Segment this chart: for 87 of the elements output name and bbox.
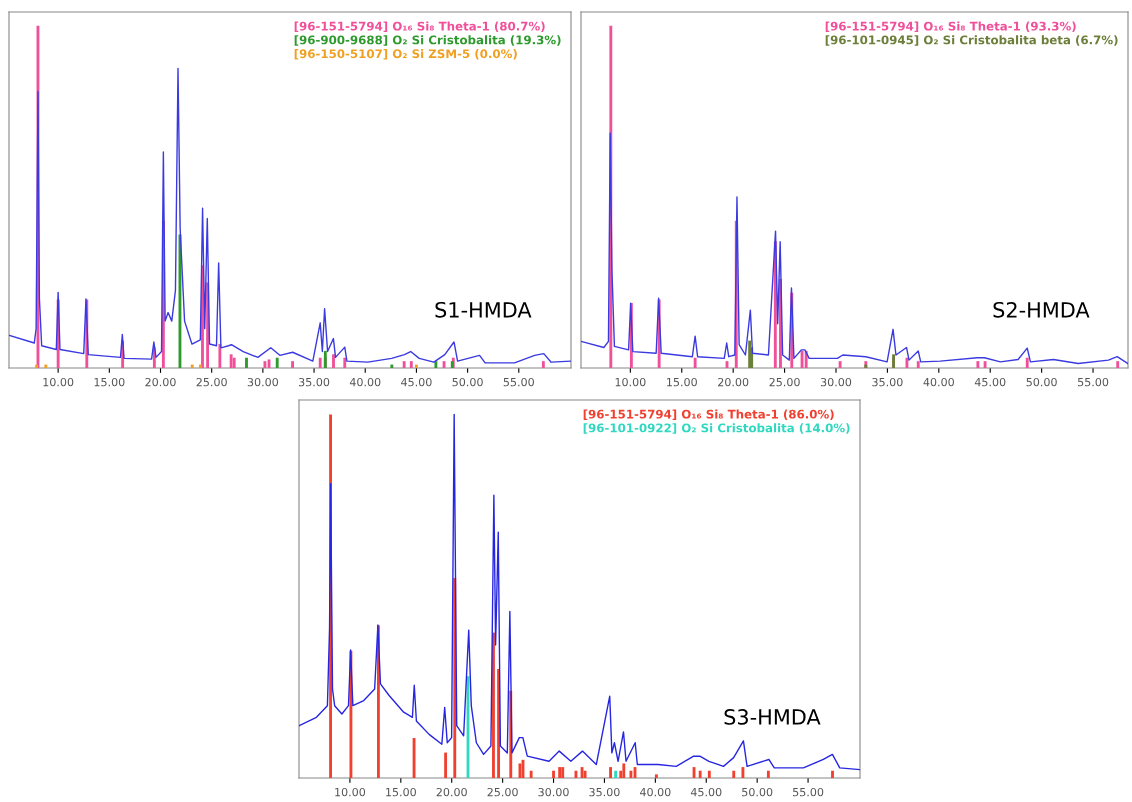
x-tick-label: 55.00 [793, 787, 824, 797]
bar [390, 364, 394, 368]
bar [976, 361, 980, 368]
bar [1025, 357, 1029, 368]
text: [96-151-5794] O₁₆ Si₈ Theta-1 (93.3%) [825, 21, 1076, 32]
x-tick-label: 40.00 [923, 377, 954, 387]
bar [229, 354, 233, 368]
bar [558, 767, 562, 778]
bar [409, 361, 413, 368]
bar [614, 770, 618, 778]
bar [198, 364, 202, 368]
bar [732, 770, 736, 778]
text: [96-900-9688] O₂ Si Cristobalita (19.3%) [294, 35, 561, 46]
x-tick-label: 20.00 [145, 377, 176, 387]
x-tick-label: 30.00 [247, 377, 279, 387]
bar [492, 632, 495, 778]
bar [766, 770, 770, 778]
bar [741, 767, 745, 778]
annotation: S1-HMDA [435, 301, 532, 318]
x-tick-label: 45.00 [974, 377, 1006, 387]
bar [529, 770, 533, 778]
bar [263, 361, 267, 368]
bar [232, 357, 236, 368]
bar [444, 752, 448, 778]
annotation: S2-HMDA [993, 301, 1090, 318]
bar [318, 357, 322, 368]
bar [414, 364, 418, 368]
x-tick-label: 50.00 [452, 377, 483, 387]
x-tick-label: 15.00 [94, 377, 125, 387]
text: [96-101-0945] O₂ Si Cristobalita beta (6.7%) [825, 35, 1118, 46]
bar [552, 770, 555, 778]
bar [343, 357, 347, 368]
bar [541, 361, 545, 368]
bar [450, 361, 454, 368]
bar [707, 770, 711, 778]
bar [629, 770, 633, 778]
bar [983, 361, 987, 368]
bar [831, 770, 834, 778]
x-tick-label: 25.00 [196, 377, 227, 387]
x-tick-label: 10.00 [335, 787, 366, 797]
x-tick-label: 20.00 [436, 787, 467, 797]
bar [905, 357, 909, 368]
bar [800, 350, 804, 368]
text: [96-101-0922] O₂ Si Cristobalita (14.0%) [583, 423, 850, 434]
bar [323, 350, 327, 368]
bar [838, 361, 842, 368]
text: [96-150-5107] O₂ Si ZSM-5 (0.0%) [294, 49, 517, 60]
text: [96-151-5794] O₁₆ Si₈ Theta-1 (80.7%) [294, 21, 545, 32]
bar [402, 361, 406, 368]
bar [916, 361, 920, 368]
x-tick-label: 30.00 [820, 377, 852, 387]
x-tick-label: 10.00 [43, 377, 74, 387]
bar [622, 763, 626, 778]
x-tick-label: 40.00 [349, 377, 381, 387]
bar [332, 354, 335, 368]
bar [291, 361, 294, 368]
x-tick-label: 50.00 [1026, 377, 1057, 387]
x-tick-label: 30.00 [538, 787, 569, 797]
bar [35, 364, 39, 368]
bar [698, 770, 702, 778]
x-tick-label: 10.00 [615, 377, 646, 387]
bar [609, 767, 612, 778]
bar [561, 767, 565, 778]
bar [275, 357, 279, 368]
bar [218, 344, 222, 368]
bar [44, 364, 48, 368]
x-tick-label: 15.00 [667, 377, 697, 387]
x-tick-label: 45.00 [690, 787, 722, 797]
x-tick-label: 15.00 [386, 787, 416, 797]
annotation: S3-HMDA [724, 709, 821, 725]
x-tick-label: 25.00 [769, 377, 800, 387]
x-tick-label: 20.00 [718, 377, 749, 387]
bar [654, 774, 658, 778]
text: [96-151-5794] O₁₆ Si₈ Theta-1 (86.0%) [583, 409, 834, 420]
bar [693, 357, 697, 368]
x-tick-label: 45.00 [401, 377, 432, 387]
bar [245, 357, 248, 368]
x-tick-label: 25.00 [487, 787, 518, 797]
x-tick-label: 55.00 [1077, 377, 1109, 387]
x-tick-label: 50.00 [742, 787, 773, 797]
x-tick-label: 35.00 [299, 377, 330, 387]
bar [190, 364, 194, 368]
x-tick-label: 35.00 [872, 377, 903, 387]
bar [1116, 361, 1120, 368]
x-tick-label: 40.00 [639, 787, 671, 797]
x-tick-label: 55.00 [503, 377, 534, 387]
x-tick-label: 35.00 [589, 787, 620, 797]
